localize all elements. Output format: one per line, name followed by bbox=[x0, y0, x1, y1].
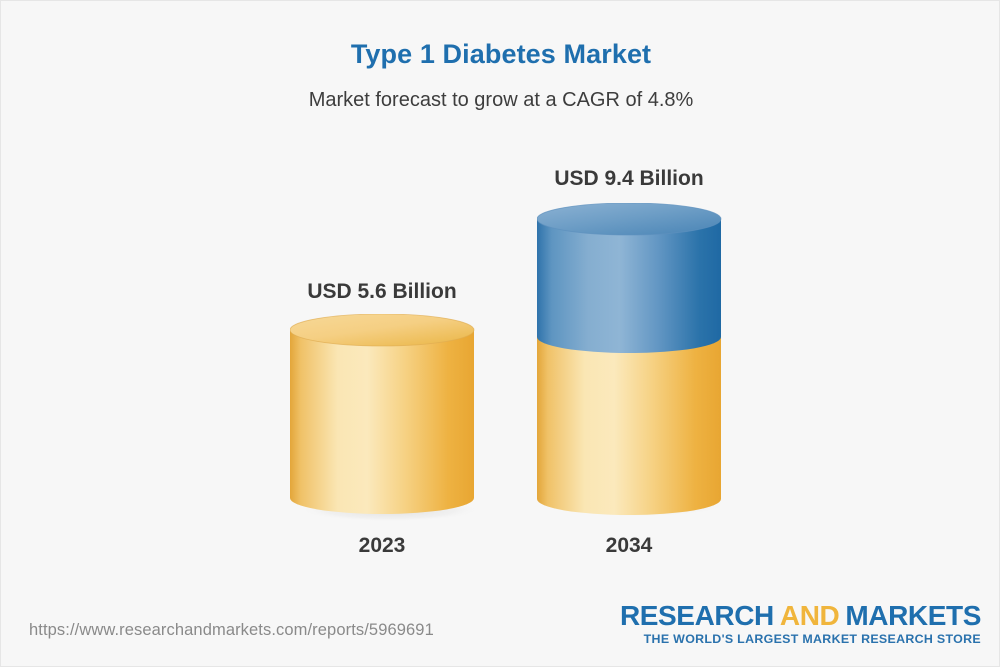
bar-cylinder-2034[interactable] bbox=[537, 203, 729, 517]
bar-group-2023: USD 5.6 Billion bbox=[1, 1, 999, 601]
bar-group-2034: USD 9.4 Billion bbox=[1, 1, 999, 601]
logo-word-markets: MARKETS bbox=[845, 600, 981, 631]
plot-area: USD 5.6 Billion bbox=[1, 1, 999, 601]
category-label-2023: 2023 bbox=[358, 534, 406, 557]
logo-word-research: RESEARCH bbox=[619, 600, 774, 631]
logo-word-and: AND bbox=[779, 600, 840, 631]
page-title: Type 1 Diabetes Market bbox=[350, 39, 652, 69]
research-and-markets-logo[interactable]: RESEARCH AND MARKETS THE WORLD'S LARGEST M… bbox=[620, 601, 981, 647]
logo-tagline: THE WORLD'S LARGEST MARKET RESEARCH STOR… bbox=[643, 632, 981, 647]
category-label-2034: 2034 bbox=[605, 534, 653, 557]
cylinder-shape-gold bbox=[290, 314, 482, 522]
value-label-2023: USD 5.6 Billion bbox=[307, 280, 457, 303]
report-url[interactable]: https://www.researchandmarkets.com/repor… bbox=[29, 621, 434, 639]
cylinder-shape-blue-gold bbox=[537, 203, 729, 517]
bar-cylinder-2023[interactable] bbox=[290, 314, 482, 522]
value-label-2034: USD 9.4 Billion bbox=[554, 167, 704, 190]
logo-wordmark: RESEARCH AND MARKETS bbox=[620, 601, 981, 630]
chart-subtitle: Market forecast to grow at a CAGR of 4.8… bbox=[308, 89, 694, 111]
